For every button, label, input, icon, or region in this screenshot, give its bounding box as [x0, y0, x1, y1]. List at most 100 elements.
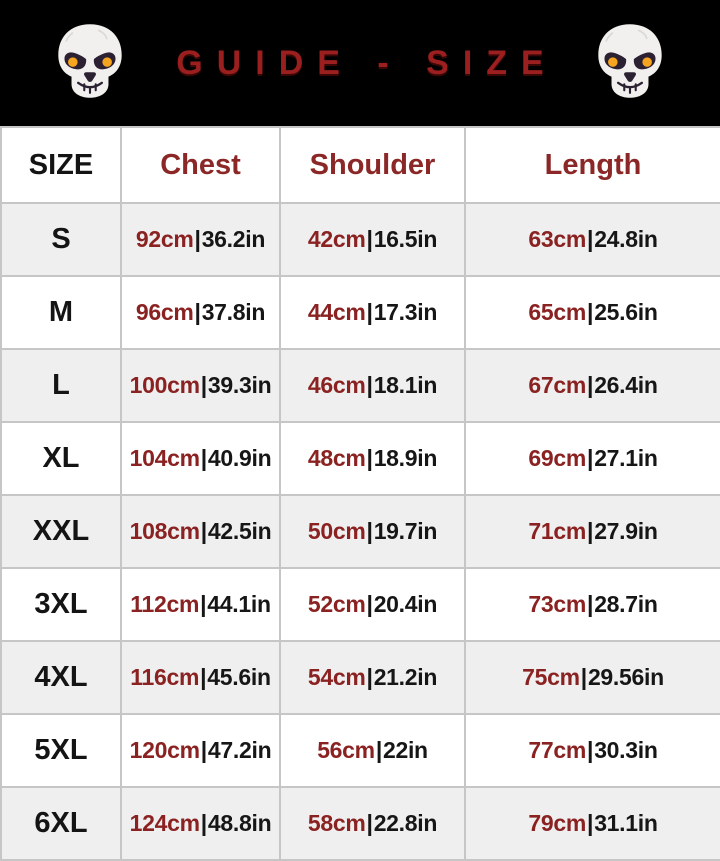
inch-value: 26.4in: [594, 372, 658, 398]
chest-value-cell: 112cm|44.1in: [120, 567, 281, 642]
separator: |: [200, 445, 207, 471]
inch-value: 25.6in: [594, 299, 658, 325]
separator: |: [366, 445, 373, 471]
cm-value: 96cm: [135, 299, 194, 325]
shoulder-value-cell: 52cm|20.4in: [279, 567, 466, 642]
inch-value: 36.2in: [201, 226, 266, 252]
chest-value-cell: 120cm|47.2in: [120, 713, 281, 788]
cm-value: 54cm: [307, 664, 366, 690]
cm-value: 124cm: [129, 810, 200, 836]
cm-value: 67cm: [528, 372, 587, 398]
cm-value: 52cm: [307, 591, 366, 617]
cm-value: 116cm: [130, 664, 200, 690]
inch-value: 22.8in: [373, 810, 438, 836]
inch-value: 31.1in: [594, 810, 658, 836]
column-header-length: Length: [464, 126, 720, 204]
inch-value: 18.9in: [373, 445, 438, 471]
chest-value-cell: 104cm|40.9in: [120, 421, 281, 496]
size-label: 6XL: [0, 786, 122, 861]
chest-value-cell: 100cm|39.3in: [120, 348, 281, 423]
separator: |: [366, 518, 373, 544]
table-row: S 92cm|36.2in 42cm|16.5in 63cm|24.8in: [0, 202, 720, 277]
shoulder-value-cell: 54cm|21.2in: [279, 640, 466, 715]
table-row: XXL 108cm|42.5in 50cm|19.7in 71cm|27.9in: [0, 494, 720, 569]
separator: |: [587, 226, 594, 252]
size-label: XXL: [0, 494, 122, 569]
inch-value: 48.8in: [207, 810, 272, 836]
size-label: 5XL: [0, 713, 122, 788]
cm-value: 44cm: [307, 299, 366, 325]
shoulder-value-cell: 42cm|16.5in: [279, 202, 466, 277]
separator: |: [366, 810, 373, 836]
separator: |: [200, 810, 207, 836]
shoulder-value-cell: 48cm|18.9in: [279, 421, 466, 496]
cm-value: 112cm: [130, 591, 200, 617]
cm-value: 92cm: [135, 226, 194, 252]
cm-value: 120cm: [129, 737, 200, 763]
cm-value: 56cm: [317, 737, 375, 763]
skull-icon: [597, 23, 663, 99]
cm-value: 104cm: [129, 445, 200, 471]
size-label: M: [0, 275, 122, 350]
cm-value: 58cm: [307, 810, 366, 836]
inch-value: 28.7in: [594, 591, 658, 617]
table-row: L 100cm|39.3in 46cm|18.1in 67cm|26.4in: [0, 348, 720, 423]
separator: |: [200, 518, 207, 544]
column-header-shoulder: Shoulder: [279, 126, 466, 204]
inch-value: 47.2in: [207, 737, 272, 763]
cm-value: 100cm: [129, 372, 200, 398]
inch-value: 39.3in: [207, 372, 272, 398]
shoulder-value-cell: 44cm|17.3in: [279, 275, 466, 350]
separator: |: [200, 591, 207, 617]
shoulder-value-cell: 56cm|22in: [279, 713, 466, 788]
inch-value: 27.9in: [594, 518, 658, 544]
separator: |: [587, 299, 594, 325]
inch-value: 24.8in: [594, 226, 658, 252]
shoulder-value-cell: 58cm|22.8in: [279, 786, 466, 861]
skull-icon: [57, 23, 123, 99]
cm-value: 75cm: [522, 664, 580, 690]
separator: |: [200, 737, 207, 763]
chest-value-cell: 116cm|45.6in: [120, 640, 281, 715]
chest-value-cell: 96cm|37.8in: [120, 275, 281, 350]
length-value-cell: 77cm|30.3in: [464, 713, 720, 788]
cm-value: 65cm: [528, 299, 587, 325]
separator: |: [194, 299, 201, 325]
separator: |: [587, 518, 594, 544]
separator: |: [366, 591, 373, 617]
inch-value: 19.7in: [373, 518, 438, 544]
separator: |: [587, 810, 594, 836]
table-row: XL 104cm|40.9in 48cm|18.9in 69cm|27.1in: [0, 421, 720, 496]
inch-value: 44.1in: [207, 591, 271, 617]
chest-value-cell: 92cm|36.2in: [120, 202, 281, 277]
length-value-cell: 71cm|27.9in: [464, 494, 720, 569]
column-header-chest: Chest: [120, 126, 281, 204]
separator: |: [194, 226, 201, 252]
cm-value: 50cm: [307, 518, 366, 544]
separator: |: [366, 299, 373, 325]
size-label: 4XL: [0, 640, 122, 715]
chest-value-cell: 124cm|48.8in: [120, 786, 281, 861]
inch-value: 29.56in: [587, 664, 664, 690]
table-row: 6XL 124cm|48.8in 58cm|22.8in 79cm|31.1in: [0, 786, 720, 861]
inch-value: 21.2in: [373, 664, 438, 690]
size-label: L: [0, 348, 122, 423]
inch-value: 37.8in: [201, 299, 266, 325]
inch-value: 40.9in: [207, 445, 272, 471]
length-value-cell: 73cm|28.7in: [464, 567, 720, 642]
banner: GUIDE - SIZE: [0, 0, 720, 126]
inch-value: 17.3in: [373, 299, 438, 325]
inch-value: 42.5in: [207, 518, 272, 544]
table-row: M 96cm|37.8in 44cm|17.3in 65cm|25.6in: [0, 275, 720, 350]
table-row: 5XL 120cm|47.2in 56cm|22in 77cm|30.3in: [0, 713, 720, 788]
size-label: 3XL: [0, 567, 122, 642]
page-title: GUIDE - SIZE: [176, 43, 558, 82]
inch-value: 20.4in: [373, 591, 438, 617]
length-value-cell: 65cm|25.6in: [464, 275, 720, 350]
inch-value: 27.1in: [594, 445, 658, 471]
inch-value: 16.5in: [373, 226, 438, 252]
inch-value: 22in: [382, 737, 428, 763]
separator: |: [580, 664, 587, 690]
inch-value: 30.3in: [594, 737, 658, 763]
cm-value: 42cm: [307, 226, 366, 252]
